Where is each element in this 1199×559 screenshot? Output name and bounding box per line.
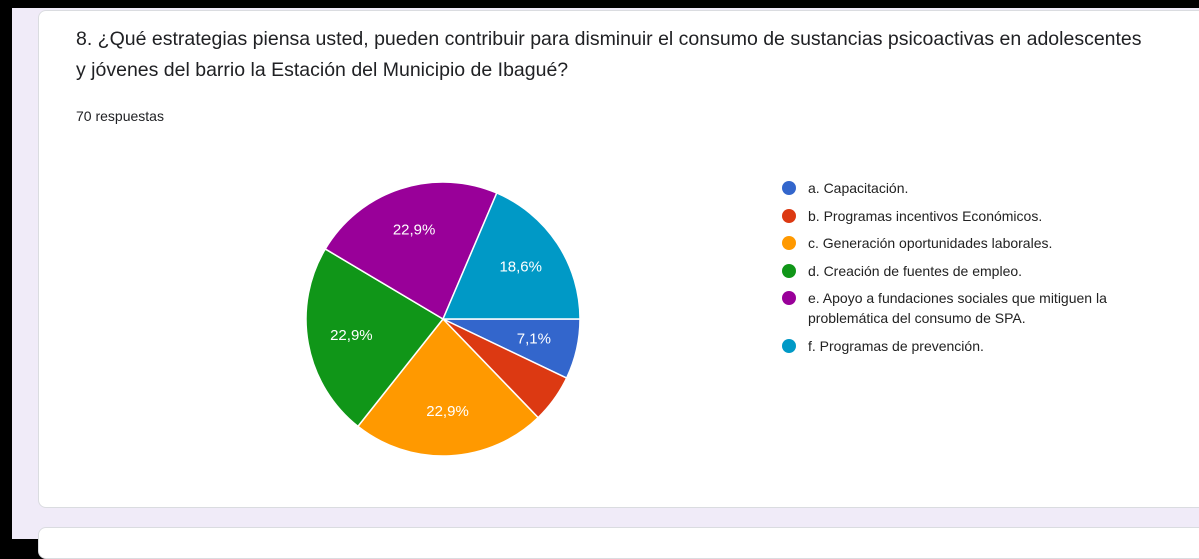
legend-label: a. Capacitación. — [808, 180, 909, 196]
legend-marker — [782, 208, 796, 223]
slice-label: 22,9% — [393, 221, 436, 238]
legend-item: b. Programas incentivos Económicos. — [780, 206, 1120, 226]
pie-slice — [305, 247, 445, 428]
legend-marker — [782, 263, 796, 278]
legend-item: e. Apoyo a fundaciones sociales que miti… — [780, 288, 1120, 328]
question-card — [38, 10, 1199, 508]
legend-marker — [782, 236, 796, 250]
pie-slice — [324, 181, 498, 321]
question-title: 8. ¿Qué estrategias piensa usted, pueden… — [76, 28, 1142, 81]
pie-chart: 7,1% 22,9% 22,9% 22,9% 18,6% — [305, 181, 581, 457]
legend-label: f. Programas de prevención. — [808, 337, 984, 354]
slice-label: 7,1% — [517, 331, 551, 348]
legend-label: c. Generación oportunidades laborales. — [808, 235, 1053, 251]
legend-label: b. Programas incentivos Económicos. — [808, 207, 1043, 224]
response-count: 70 respuestas — [76, 108, 164, 124]
legend-label: e. Apoyo a fundaciones sociales que miti… — [808, 290, 1107, 326]
legend-marker — [782, 181, 796, 195]
legend-item: c. Generación oportunidades laborales. — [780, 233, 1120, 253]
slice-label: 22,9% — [330, 327, 373, 344]
slice-label: 18,6% — [499, 259, 542, 276]
legend-label: d. Creación de fuentes de empleo. — [808, 262, 1023, 279]
legend-item: f. Programas de prevención. — [780, 336, 1120, 356]
pie-slice — [356, 317, 540, 457]
legend-marker — [782, 291, 796, 305]
legend-marker — [782, 338, 796, 353]
slice-label: 22,9% — [426, 403, 469, 420]
legend: a. Capacitación. b. Programas incentivos … — [780, 178, 1120, 363]
legend-item: a. Capacitación. — [780, 178, 1120, 198]
pie-slice — [441, 192, 581, 320]
screen: 8. ¿Qué estrategias piensa usted, pueden… — [12, 8, 1199, 559]
legend-item: d. Creación de fuentes de empleo. — [780, 261, 1120, 281]
